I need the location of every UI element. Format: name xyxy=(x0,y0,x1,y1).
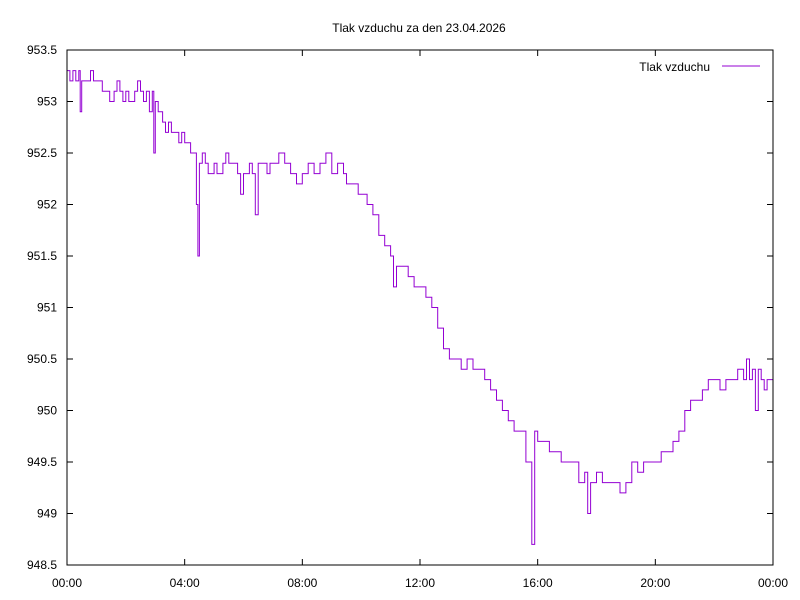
y-tick: 953 xyxy=(37,95,773,109)
y-tick: 949.5 xyxy=(27,455,773,469)
y-tick: 950 xyxy=(37,404,773,418)
x-tick-label: 00:00 xyxy=(758,576,788,590)
y-tick-label: 952 xyxy=(37,198,57,212)
x-tick: 08:00 xyxy=(287,50,318,590)
x-tick-label: 08:00 xyxy=(287,576,317,590)
legend: Tlak vzduchu xyxy=(639,60,760,74)
y-tick-label: 952.5 xyxy=(27,146,57,160)
y-tick-label: 951 xyxy=(37,301,57,315)
y-tick: 951.5 xyxy=(27,249,773,263)
x-tick: 20:00 xyxy=(640,50,671,590)
y-tick-label: 950 xyxy=(37,404,57,418)
chart-title: Tlak vzduchu za den 23.04.2026 xyxy=(332,21,506,35)
y-tick-label: 948.5 xyxy=(27,558,57,572)
x-tick: 04:00 xyxy=(170,50,200,590)
x-tick-label: 12:00 xyxy=(405,576,435,590)
legend-label: Tlak vzduchu xyxy=(639,60,710,74)
y-tick: 949 xyxy=(37,507,773,521)
x-tick-label: 04:00 xyxy=(170,576,200,590)
y-tick: 952.5 xyxy=(27,146,773,160)
y-tick: 951 xyxy=(37,301,773,315)
x-tick: 12:00 xyxy=(405,50,435,590)
y-tick: 952 xyxy=(37,198,773,212)
y-tick-label: 953.5 xyxy=(27,43,57,57)
x-tick-label: 20:00 xyxy=(640,576,670,590)
x-tick: 16:00 xyxy=(523,50,553,590)
y-tick-label: 950.5 xyxy=(27,352,57,366)
y-tick: 950.5 xyxy=(27,352,773,366)
x-axis-ticks: 00:00 04:00 08:00 12:00 16:00 20:00 00:00 xyxy=(52,50,788,590)
y-tick-label: 953 xyxy=(37,95,57,109)
x-tick-label: 00:00 xyxy=(52,576,82,590)
x-tick-label: 16:00 xyxy=(523,576,553,590)
y-tick-label: 949.5 xyxy=(27,455,57,469)
series-layer xyxy=(67,70,773,545)
plot-frame xyxy=(66,49,774,566)
y-tick-label: 951.5 xyxy=(27,249,57,263)
y-axis-ticks: 953.5 953 952.5 952 951.5 951 950.5 950 949.5 949… xyxy=(27,43,773,572)
y-tick-label: 949 xyxy=(37,507,57,521)
series-line-0 xyxy=(67,70,773,545)
